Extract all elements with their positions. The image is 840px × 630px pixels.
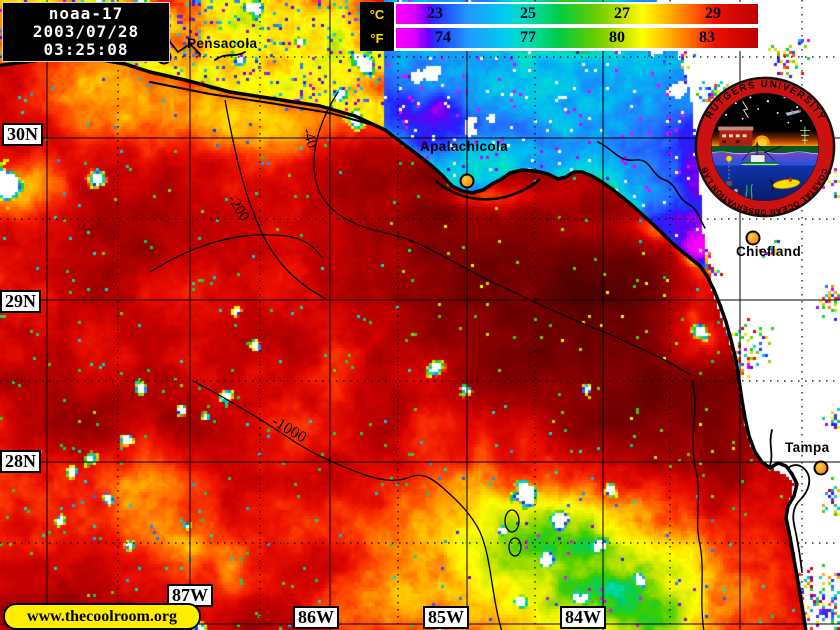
antenna-decoration <box>800 126 810 145</box>
buoy-decoration <box>725 155 733 186</box>
auv-decoration <box>769 177 801 193</box>
fahrenheit-tick: 80 <box>609 29 625 46</box>
lon-label-87w: 87W <box>167 584 213 607</box>
lat-label-28n: 28N <box>0 450 41 473</box>
fahrenheit-tick: 83 <box>699 29 715 46</box>
lat-label-30n: 30N <box>2 123 43 146</box>
image-header: noaa-17 2003/07/28 03:25:08 <box>2 2 170 62</box>
airplane-decoration <box>785 109 802 116</box>
fahrenheit-tick: 74 <box>435 29 451 46</box>
celsius-tick: 25 <box>520 5 536 22</box>
fahrenheit-gradient-bar: 74 77 80 83 <box>396 28 758 48</box>
celsius-tick: 27 <box>614 5 630 22</box>
city-label-chiefland: Chiefland <box>736 244 802 259</box>
lightning-decoration <box>742 100 749 119</box>
city-marker-tampa <box>813 460 829 476</box>
celsius-gradient-bar: 23 25 27 29 <box>396 4 758 24</box>
satellite-name: noaa-17 <box>48 4 124 23</box>
fahrenheit-unit-label: °F <box>370 31 384 47</box>
coastline <box>0 41 811 630</box>
colorbar-units: °C °F <box>360 2 394 51</box>
colorbar-bars: 23 25 27 29 74 77 80 83 <box>394 2 760 51</box>
building-decoration <box>718 126 754 147</box>
celsius-unit-label: °C <box>369 6 385 22</box>
city-marker-chiefland <box>745 230 761 246</box>
image-date: 2003/07/28 <box>32 22 140 41</box>
temperature-colorbar: °C °F 23 25 27 29 74 77 80 83 <box>360 2 760 51</box>
city-label-apalachicola: Apalachicola <box>420 139 509 154</box>
rutgers-cool-lab-logo: RUTGERS UNIVERSITY COASTAL OCEAN OBSERVA… <box>694 76 836 218</box>
celsius-tick: 23 <box>427 5 443 22</box>
city-marker-apalachicola <box>459 173 475 189</box>
website-banner: www.thecoolroom.org <box>3 603 201 630</box>
celsius-tick: 29 <box>705 5 721 22</box>
lon-label-84w: 84W <box>560 606 606 629</box>
city-label-tampa: Tampa <box>785 440 830 455</box>
lat-label-29n: 29N <box>0 290 41 313</box>
lon-label-85w: 85W <box>423 606 469 629</box>
fahrenheit-tick: 77 <box>520 29 536 46</box>
image-time: 03:25:08 <box>43 40 129 59</box>
city-label-pensacola: Pensacola <box>187 36 258 51</box>
bathymetry-contours <box>149 91 705 630</box>
website-url: www.thecoolroom.org <box>27 607 177 625</box>
lon-label-86w: 86W <box>293 606 339 629</box>
